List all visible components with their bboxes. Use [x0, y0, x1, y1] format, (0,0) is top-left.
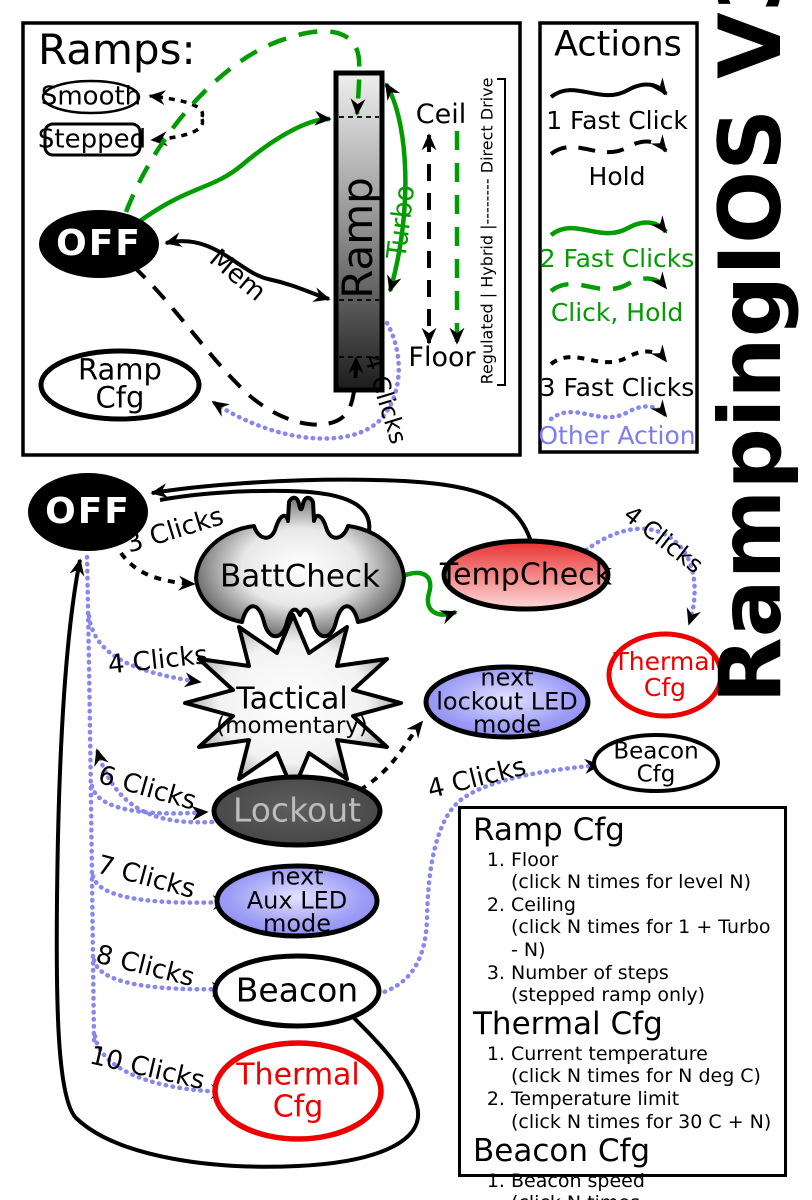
list-item: Ceiling (click N times for 1 + Turbo - N… — [511, 894, 778, 961]
node-thermal-cfg-right — [606, 631, 724, 719]
beacon-cfg-list: Beacon speed (click N times for N second… — [473, 1170, 778, 1200]
edge-off-3clicks-battcheck — [119, 551, 196, 591]
item-title: Temperature limit — [511, 1088, 680, 1111]
list-item: Current temperature (click N times for N… — [511, 1043, 778, 1087]
legend-3fastclicks-arrow — [549, 344, 668, 366]
edge-tempcheck-4clicks-thermalcfg — [583, 526, 701, 627]
node-lockout — [211, 774, 383, 848]
item-title: Beacon speed — [511, 1169, 645, 1192]
edge-off-hold-floor — [131, 264, 364, 427]
item-title: Current temperature — [511, 1042, 708, 1065]
edge-turbo-curve — [384, 82, 408, 293]
node-thermal-cfg-bottom — [212, 1040, 384, 1142]
beacon-cfg-heading: Beacon Cfg — [473, 1132, 651, 1169]
legend-otheraction-arrow — [548, 399, 669, 422]
node-tempcheck — [441, 538, 611, 612]
node-ramp-cfg — [38, 348, 202, 422]
item-note: (click N times for level N) — [511, 870, 752, 893]
node-next-aux-led — [214, 863, 380, 939]
ramp-cfg-list: Floor (click N times for level N) Ceilin… — [473, 849, 778, 1007]
list-item: Temperature limit (click N times for 30 … — [511, 1088, 778, 1132]
node-off-ramps — [39, 210, 159, 278]
ramp-cfg-heading: Ramp Cfg — [473, 812, 625, 848]
node-beacon-cfg — [592, 733, 720, 793]
config-panel: Ramp Cfg Floor (click N times for level … — [458, 806, 787, 1200]
edge-off-4clicks-tactical — [86, 613, 203, 688]
node-tactical-star-shape — [183, 613, 403, 793]
node-battcheck-bat-shape — [194, 495, 406, 639]
node-stepped — [43, 122, 142, 157]
edge-battcheck-to-off — [159, 488, 372, 538]
node-off — [28, 473, 148, 551]
edge-off-8clicks-beacon — [91, 957, 230, 997]
legend-clickhold-arrow — [549, 271, 668, 293]
item-note: (click N times for 1 + Turbo - N) — [511, 916, 771, 961]
actions-panel-frame — [538, 21, 699, 454]
edge-off-2clicks-ceil — [138, 110, 332, 223]
edge-off-10clicks-thermal — [92, 1033, 229, 1100]
node-smooth — [41, 79, 141, 115]
legend-2fastclicks-arrow — [549, 215, 668, 237]
item-note: (stepped ramp only) — [511, 984, 706, 1007]
edge-lockout-3clicks-ledmode — [358, 720, 424, 792]
thermal-cfg-heading: Thermal Cfg — [473, 1006, 663, 1043]
edge-lockout-6clicks-off — [94, 747, 215, 825]
item-note: (click N times for N seconds per flash) — [511, 1192, 778, 1200]
edge-off-7clicks-aux — [90, 873, 231, 911]
edge-beacon-loop-to-off — [54, 558, 421, 1169]
node-next-lockout-led — [423, 664, 591, 740]
item-title: Floor — [511, 848, 559, 871]
item-note: (click N times for N deg C) — [511, 1065, 761, 1088]
list-item: Number of steps (stepped ramp only) — [511, 962, 778, 1006]
list-item: Floor (click N times for level N) — [511, 849, 778, 893]
edge-toggle-to-stepped — [150, 118, 205, 147]
item-note: (click N times for 30 C + N) — [511, 1110, 772, 1133]
edge-battcheck-2clicks-tempcheck — [397, 570, 458, 625]
ramp-bar — [333, 70, 385, 393]
list-item: Beacon speed (click N times for N second… — [511, 1170, 778, 1200]
edge-beacon-4clicks-beaconcfg — [375, 758, 603, 997]
thermal-cfg-list: Current temperature (click N times for N… — [473, 1043, 778, 1133]
edge-ramp-4clicks-rampcfg — [210, 320, 401, 441]
edge-off-clickhold-turbo — [123, 29, 366, 213]
node-beacon — [212, 953, 382, 1029]
item-title: Number of steps — [511, 961, 669, 984]
edge-off-mem — [164, 232, 331, 302]
legend-1fastclick-arrow — [549, 77, 668, 99]
item-title: Ceiling — [511, 894, 576, 917]
edge-tempcheck-to-off — [150, 477, 533, 543]
edge-off-6clicks-lockout — [89, 783, 210, 821]
drive-modes-bracket — [497, 78, 506, 386]
edge-toggle-to-smooth — [148, 90, 205, 118]
